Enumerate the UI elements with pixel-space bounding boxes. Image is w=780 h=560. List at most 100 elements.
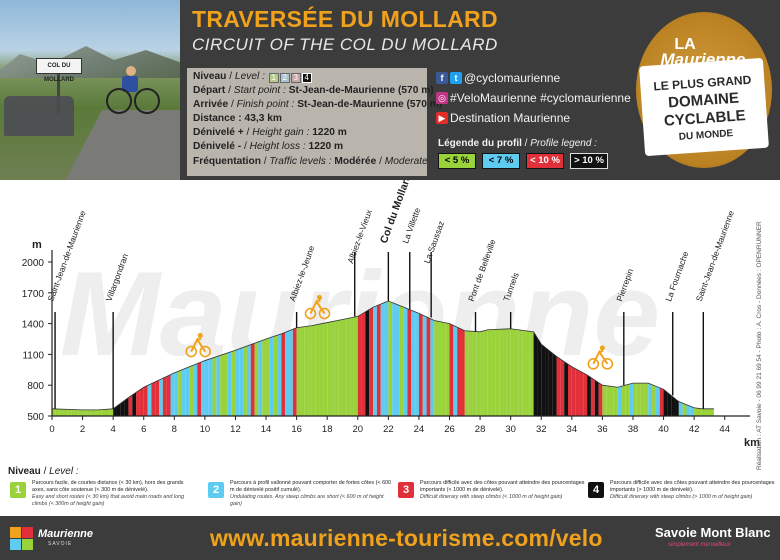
cyclist-icon <box>316 295 322 301</box>
profile-strip <box>575 368 580 416</box>
profile-strip <box>403 307 408 416</box>
profile-strip <box>55 408 60 416</box>
profile-strip <box>606 385 611 416</box>
profile-strip <box>690 406 695 416</box>
profile-strip <box>331 321 335 416</box>
profile-strip <box>143 385 148 416</box>
profile-strip <box>361 311 366 416</box>
profile-strip <box>625 384 630 416</box>
profile-strip <box>652 384 656 416</box>
info-finish-row: Arrivée / Finish point : St-Jean-de-Maur… <box>193 99 443 110</box>
profile-strip <box>594 380 599 416</box>
profile-strip <box>170 372 175 416</box>
x-tick-label: 42 <box>689 424 700 435</box>
profile-strip <box>396 304 400 416</box>
profile-strip <box>610 386 614 416</box>
savoie-mont-blanc-logo[interactable]: Savoie Mont Blanc <box>655 525 771 540</box>
profile-strip <box>342 318 347 416</box>
x-tick-label: 18 <box>322 424 333 435</box>
profile-strip <box>193 363 198 416</box>
profile-strips <box>52 301 715 416</box>
cyclist-icon <box>599 345 605 351</box>
profile-strip <box>285 330 289 416</box>
profile-strip <box>353 316 358 416</box>
level-box-3: 3 <box>290 73 301 83</box>
cyclist-figure <box>106 66 160 114</box>
social-row-youtube[interactable]: ▶ Destination Maurienne <box>436 108 631 128</box>
elevation-profile-chart: Maurienne m km 500 800 1100 1400 1700 2000 0 2 4 6 8 1… <box>0 180 780 474</box>
x-tick-label: 38 <box>628 424 639 435</box>
x-tick-label: 2 <box>80 424 85 435</box>
profile-strip <box>671 395 676 416</box>
profile-strip <box>220 354 224 416</box>
profile-strip <box>101 409 106 416</box>
profile-strip <box>277 333 282 416</box>
x-tick-label: 4 <box>111 424 116 435</box>
profile-strip <box>269 336 274 416</box>
x-tick-label: 6 <box>141 424 146 435</box>
profile-strip <box>174 371 179 416</box>
social-row-facebook-twitter[interactable]: f t @cyclomaurienne <box>436 68 631 88</box>
profile-strip <box>663 389 668 416</box>
levels-explainer: Niveau / Level : 1 Parcours facile, de c… <box>0 466 780 514</box>
place-label: Saint-Jean-de-Maurienne <box>694 209 736 303</box>
profile-strip <box>571 366 576 416</box>
profile-strip <box>644 383 649 416</box>
social-row-instagram[interactable]: ◎ #VeloMaurienne #cyclomaurienne <box>436 88 631 108</box>
twitter-icon: t <box>450 72 462 84</box>
info-distance-row: Distance : 43,3 km <box>193 113 282 124</box>
info-loss-row: Dénivelé - / Height loss : 1220 m <box>193 141 344 152</box>
profile-strip <box>537 337 542 416</box>
profile-strip <box>292 327 297 416</box>
x-tick-label: 32 <box>536 424 547 435</box>
profile-strip <box>239 347 244 416</box>
profile-strip <box>388 301 393 416</box>
profile-strip <box>457 327 461 416</box>
savoie-tagline: simplement merveilleux <box>668 542 731 548</box>
profile-strip <box>522 330 526 416</box>
profile-strip <box>338 319 343 416</box>
place-label: La Fournache <box>663 250 690 303</box>
profile-strip <box>136 389 140 416</box>
profile-strip <box>231 350 236 416</box>
people-group <box>4 96 74 136</box>
profile-strip <box>483 329 488 416</box>
social-handle: @cyclomaurienne <box>464 71 561 85</box>
profile-strip <box>552 353 557 416</box>
profile-strip <box>224 352 228 416</box>
y-tick-label: 1100 <box>22 350 44 361</box>
x-tick-label: 44 <box>719 424 730 435</box>
profile-strip <box>258 340 263 416</box>
x-tick-label: 14 <box>261 424 272 435</box>
profile-strip <box>411 310 416 416</box>
level-item-4: 4 Parcours difficile avec des côtes pouv… <box>588 480 778 512</box>
legend-lt7: < 7 % <box>482 153 520 169</box>
profile-strip <box>441 322 446 416</box>
website-link[interactable]: www.maurienne-tourisme.com/velo <box>210 525 603 551</box>
level-item-2: 2 Parcours à profil vallonné pouvant com… <box>208 480 398 512</box>
level-number-1: 1 <box>10 482 26 498</box>
maurienne-footer-logo[interactable]: Maurienne SAVOIE <box>8 524 108 552</box>
level-item-3: 3 Parcours difficile avec des côtes pouv… <box>398 480 588 512</box>
youtube-icon: ▶ <box>436 112 448 124</box>
profile-strip <box>105 409 110 416</box>
profile-strip <box>678 401 683 416</box>
profile-strip <box>682 403 687 416</box>
level-number-3: 3 <box>398 482 414 498</box>
col-sign: COL DU MOLLARD <box>36 58 82 83</box>
profile-strip <box>90 409 95 416</box>
profile-strip <box>468 331 473 416</box>
profile-strip <box>556 356 561 416</box>
profile-strip <box>491 329 496 416</box>
y-tick-label: 1400 <box>22 320 45 331</box>
profile-strip <box>407 308 412 416</box>
page-title: TRAVERSÉE DU MOLLARD <box>192 6 498 32</box>
instagram-icon: ◎ <box>436 92 448 104</box>
x-tick-label: 20 <box>352 424 363 435</box>
cyclist-icon <box>190 337 207 353</box>
profile-strip <box>67 409 72 416</box>
profile-strip <box>208 357 213 416</box>
profile-strip <box>476 331 481 416</box>
